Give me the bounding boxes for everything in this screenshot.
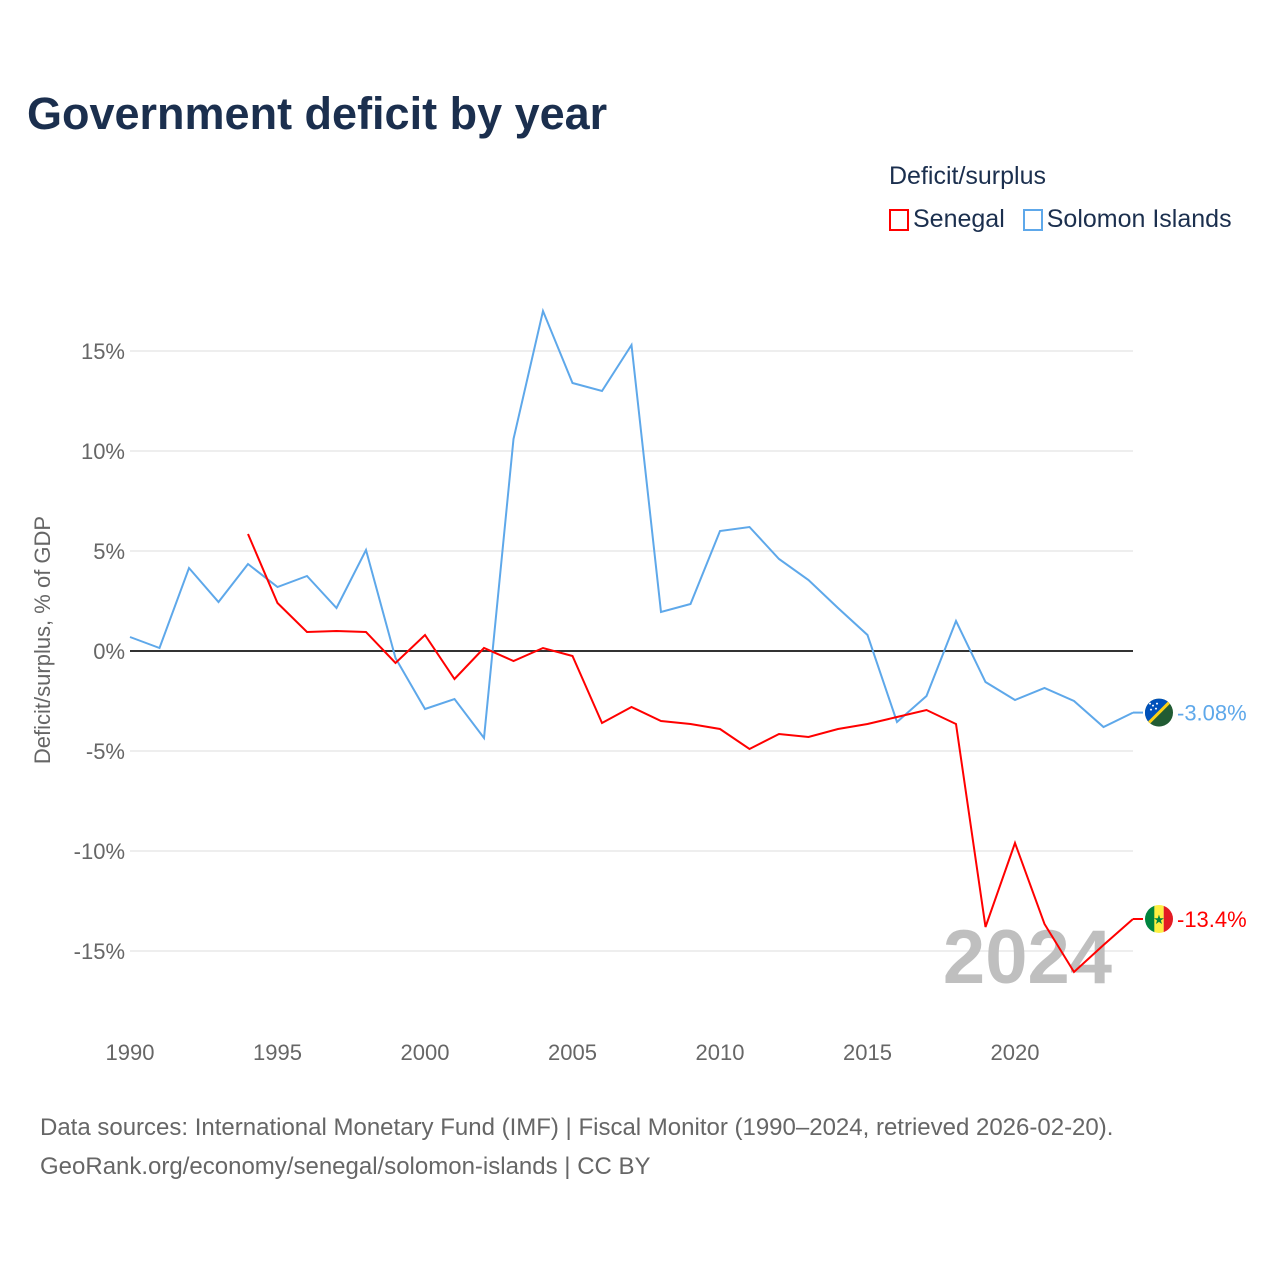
- legend-item-senegal[interactable]: Senegal: [889, 205, 1005, 234]
- flag-stripe: [1145, 698, 1173, 727]
- solomon-islands-flag-icon: [1145, 698, 1173, 727]
- x-tick-label: 2010: [696, 1040, 745, 1065]
- source-line-1: Data sources: International Monetary Fun…: [40, 1114, 1114, 1141]
- year-watermark: 2024: [943, 915, 1112, 1000]
- flag-body: [1145, 698, 1173, 727]
- x-tick-label: 1995: [253, 1040, 302, 1065]
- flag-star: [1156, 702, 1158, 705]
- legend-swatch-solomon-islands: [1022, 208, 1043, 231]
- y-tick-label: -5%: [86, 739, 125, 764]
- source-note: Data sources: International Monetary Fun…: [40, 1108, 1113, 1186]
- flag-star: ★: [1153, 912, 1165, 927]
- legend-title: Deficit/surplus: [889, 162, 1046, 190]
- source-line-2[interactable]: GeoRank.org/economy/senegal/solomon-isla…: [40, 1153, 651, 1180]
- y-tick-label: 0%: [93, 639, 125, 664]
- x-tick-label: 2015: [843, 1040, 892, 1065]
- y-tick-label: 10%: [81, 439, 125, 464]
- flag-star: [1149, 702, 1151, 705]
- y-tick-label: -15%: [74, 939, 125, 964]
- legend-swatch-senegal: [889, 208, 909, 231]
- legend-label: Solomon Islands: [1046, 205, 1232, 233]
- legend-label: Senegal: [913, 205, 1005, 233]
- series-line-solomon-islands: [129, 307, 1134, 741]
- y-tick-label: 15%: [81, 339, 125, 364]
- flag-stripe: [1145, 905, 1155, 933]
- flag-star: [1152, 704, 1154, 707]
- flag-stripe: [1154, 905, 1164, 933]
- end-value-label: -13.4%: [1177, 907, 1247, 932]
- flag-body: ★: [1145, 905, 1173, 933]
- legend-item-solomon-islands[interactable]: Solomon Islands: [1022, 205, 1232, 234]
- x-tick-label: 2020: [991, 1040, 1040, 1065]
- flag-star: [1155, 707, 1157, 710]
- flag-star: [1150, 708, 1152, 711]
- flag-stripe: [1163, 905, 1173, 933]
- end-value-label: -3.08%: [1177, 701, 1247, 726]
- y-tick-label: -10%: [74, 839, 125, 864]
- legend: Senegal Solomon Islands: [889, 205, 1240, 234]
- x-tick-label: 2000: [401, 1040, 450, 1065]
- series-line-senegal: [247, 533, 1134, 974]
- senegal-flag-icon: ★: [1145, 905, 1173, 933]
- x-tick-label: 1990: [106, 1040, 155, 1065]
- y-axis-label: Deficit/surplus, % of GDP: [30, 516, 55, 764]
- x-tick-label: 2005: [548, 1040, 597, 1065]
- chart-title: Government deficit by year: [27, 88, 608, 139]
- y-tick-label: 5%: [93, 539, 125, 564]
